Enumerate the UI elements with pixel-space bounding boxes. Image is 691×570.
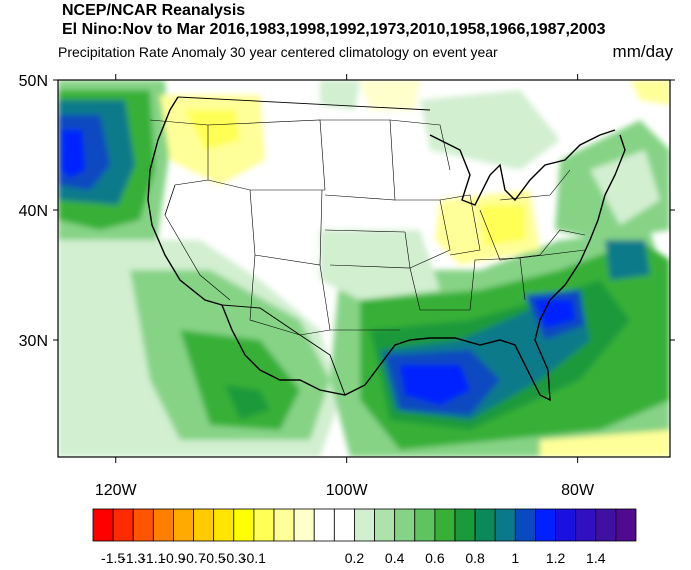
- colorbar-label: -0.1: [242, 550, 266, 566]
- colorbar-box: [374, 508, 396, 542]
- lat-tick-label: 50N: [19, 73, 48, 90]
- colorbar-box: [394, 508, 416, 542]
- colorbar-box: [414, 508, 436, 542]
- colorbar-label: 0.2: [345, 550, 365, 566]
- colorbar-box: [152, 508, 174, 542]
- plot-event-list: El Nino:Nov to Mar 2016,1983,1998,1992,1…: [62, 21, 606, 38]
- colorbar-box: [615, 508, 637, 542]
- colorbar-box: [273, 508, 295, 542]
- lat-tick-label: 40N: [19, 203, 48, 220]
- colorbar-box: [514, 508, 536, 542]
- anomaly-field: [58, 80, 670, 457]
- lon-tick-label: 120W: [95, 482, 138, 499]
- national-border: [177, 96, 431, 396]
- colorbar-boxes: [92, 508, 637, 542]
- map-axes: 50N 40N 30N 120W 100W 80W: [19, 73, 675, 499]
- colorbar-label: -0.9: [161, 550, 185, 566]
- lat-tick-label: 30N: [19, 333, 48, 350]
- colorbar-label: -1.5: [101, 550, 125, 566]
- colorbar-label: -1.1: [141, 550, 165, 566]
- map-frame: [57, 79, 671, 458]
- lon-tick-label: 100W: [326, 482, 369, 499]
- colorbar-label: 1.2: [546, 550, 566, 566]
- colorbar-box: [354, 508, 375, 542]
- colorbar-label: -0.7: [181, 550, 205, 566]
- colorbar-box: [293, 508, 315, 542]
- lon-tick-label: 80W: [561, 482, 595, 499]
- coastline: [147, 96, 626, 402]
- colorbar-box: [575, 508, 597, 542]
- colorbar-box: [193, 508, 215, 542]
- colorbar-labels: -1.5-1.3-1.1-0.9-0.7-0.5-0.3-0.1 0.2 0.4 0.…: [101, 550, 606, 566]
- colorbar-box: [132, 508, 154, 542]
- state-boundaries: [149, 119, 586, 336]
- plot-title: NCEP/NCAR Reanalysis: [62, 2, 246, 19]
- colorbar-box: [595, 508, 617, 542]
- colorbar-label: -1.3: [121, 550, 145, 566]
- colorbar-label: 0.8: [465, 550, 485, 566]
- colorbar-box: [333, 508, 355, 542]
- colorbar-box: [213, 508, 235, 542]
- colorbar-box: [494, 508, 516, 542]
- colorbar-label: -0.3: [222, 550, 246, 566]
- colorbar-label: 0.6: [425, 550, 445, 566]
- colorbar-box: [313, 508, 335, 542]
- colorbar-box: [555, 508, 577, 542]
- plot-subtitle: Precipitation Rate Anomaly 30 year cente…: [58, 44, 498, 60]
- colorbar-label: -0.5: [202, 550, 226, 566]
- colorbar-box: [92, 508, 114, 542]
- colorbar-box: [173, 508, 194, 542]
- colorbar-box: [253, 508, 275, 542]
- colorbar-box: [454, 508, 476, 542]
- units-label: mm/day: [612, 42, 673, 61]
- colorbar-box: [535, 508, 556, 542]
- colorbar-box: [474, 508, 496, 542]
- colorbar-label: 0.4: [385, 550, 405, 566]
- colorbar-box: [112, 508, 134, 542]
- colorbar-label: 1.4: [586, 550, 606, 566]
- colorbar-box: [233, 508, 255, 542]
- colorbar-box: [434, 508, 456, 542]
- colorbar-label: 1: [511, 550, 519, 566]
